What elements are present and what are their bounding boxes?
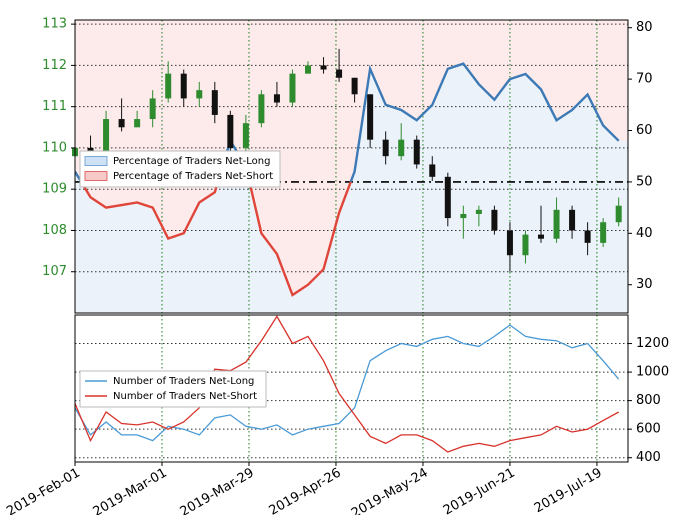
- legend-swatch: [84, 156, 108, 166]
- y-tick-label: 109: [42, 182, 67, 197]
- candle-body: [242, 123, 249, 148]
- candle-body: [211, 90, 218, 115]
- x-tick-label: 2019-Mar-29: [178, 466, 257, 515]
- candle-body: [382, 139, 389, 157]
- y-tick-label: 800: [636, 393, 661, 408]
- y2-tick-label: 30: [636, 277, 653, 292]
- candle-body: [444, 176, 451, 219]
- candle-body: [522, 234, 529, 256]
- candle-body: [491, 209, 498, 231]
- y2-tick-label: 60: [636, 123, 653, 138]
- x-tick-label: 2019-May-24: [349, 466, 431, 515]
- net-long-area: [75, 63, 628, 314]
- x-tick-label: 2019-Jun-21: [441, 466, 518, 515]
- candle-body: [413, 139, 420, 165]
- candle-body: [336, 69, 343, 78]
- candle-body: [258, 94, 265, 124]
- y-tick-label: 400: [636, 450, 661, 465]
- series-line: [74, 315, 620, 453]
- legend-label: Percentage of Traders Net-Short: [113, 171, 273, 182]
- legend-box: [79, 150, 281, 188]
- net-long-line: [79, 181, 352, 297]
- y-tick-label: 112: [42, 58, 67, 73]
- net-short-area: [75, 20, 628, 295]
- legend-label: Number of Traders Net-Long: [113, 376, 254, 387]
- candle-body: [149, 98, 156, 120]
- y-tick-label: 110: [42, 140, 67, 155]
- candle-body: [569, 209, 576, 231]
- x-tick-label: 2019-Apr-26: [267, 466, 344, 515]
- candle-body: [273, 94, 280, 103]
- candle-body: [460, 213, 467, 219]
- x-tick-label: 2019-Mar-01: [91, 466, 170, 515]
- y2-tick-label: 40: [636, 226, 653, 241]
- plot-frame: [74, 314, 629, 463]
- y2-tick-label: 70: [636, 72, 653, 87]
- legend-label: Number of Traders Net-Short: [113, 391, 257, 402]
- candle-body: [475, 209, 482, 214]
- candle-body: [351, 77, 358, 95]
- candle-body: [305, 65, 312, 74]
- legend-swatch: [84, 171, 108, 181]
- candle-body: [367, 94, 374, 140]
- legend-label: Percentage of Traders Net-Long: [113, 156, 271, 167]
- net-long-line: [75, 62, 620, 182]
- plot-frame: [74, 19, 629, 314]
- candle-body: [506, 230, 513, 256]
- y-tick-label: 108: [42, 223, 67, 238]
- y-tick-label: 113: [42, 17, 67, 32]
- candle-body: [118, 119, 125, 128]
- x-tick-label: 2019-Jul-19: [532, 466, 605, 515]
- x-tick-label: 2019-Feb-01: [4, 466, 83, 515]
- candle-body: [227, 114, 234, 148]
- legend-box: [79, 370, 267, 408]
- y-tick-label: 111: [42, 99, 67, 114]
- candle-body: [600, 222, 607, 243]
- candle-body: [398, 139, 405, 157]
- candle-body: [165, 73, 172, 99]
- candle-body: [289, 73, 296, 103]
- candle-body: [615, 205, 622, 223]
- y2-tick-label: 80: [636, 20, 653, 35]
- candle-body: [87, 147, 94, 153]
- candle-body: [538, 234, 545, 239]
- candle-body: [584, 230, 591, 243]
- y-tick-label: 107: [42, 264, 67, 279]
- y-tick-label: 1200: [636, 336, 669, 351]
- candle-body: [429, 164, 436, 177]
- candle-body: [196, 90, 203, 99]
- candle-body: [134, 119, 141, 128]
- candle-body: [320, 65, 327, 70]
- y-tick-label: 600: [636, 422, 661, 437]
- candle-body: [180, 73, 187, 99]
- candle-body: [103, 119, 110, 153]
- y2-tick-label: 50: [636, 174, 653, 189]
- candle-body: [553, 209, 560, 239]
- y-tick-label: 1000: [636, 365, 669, 380]
